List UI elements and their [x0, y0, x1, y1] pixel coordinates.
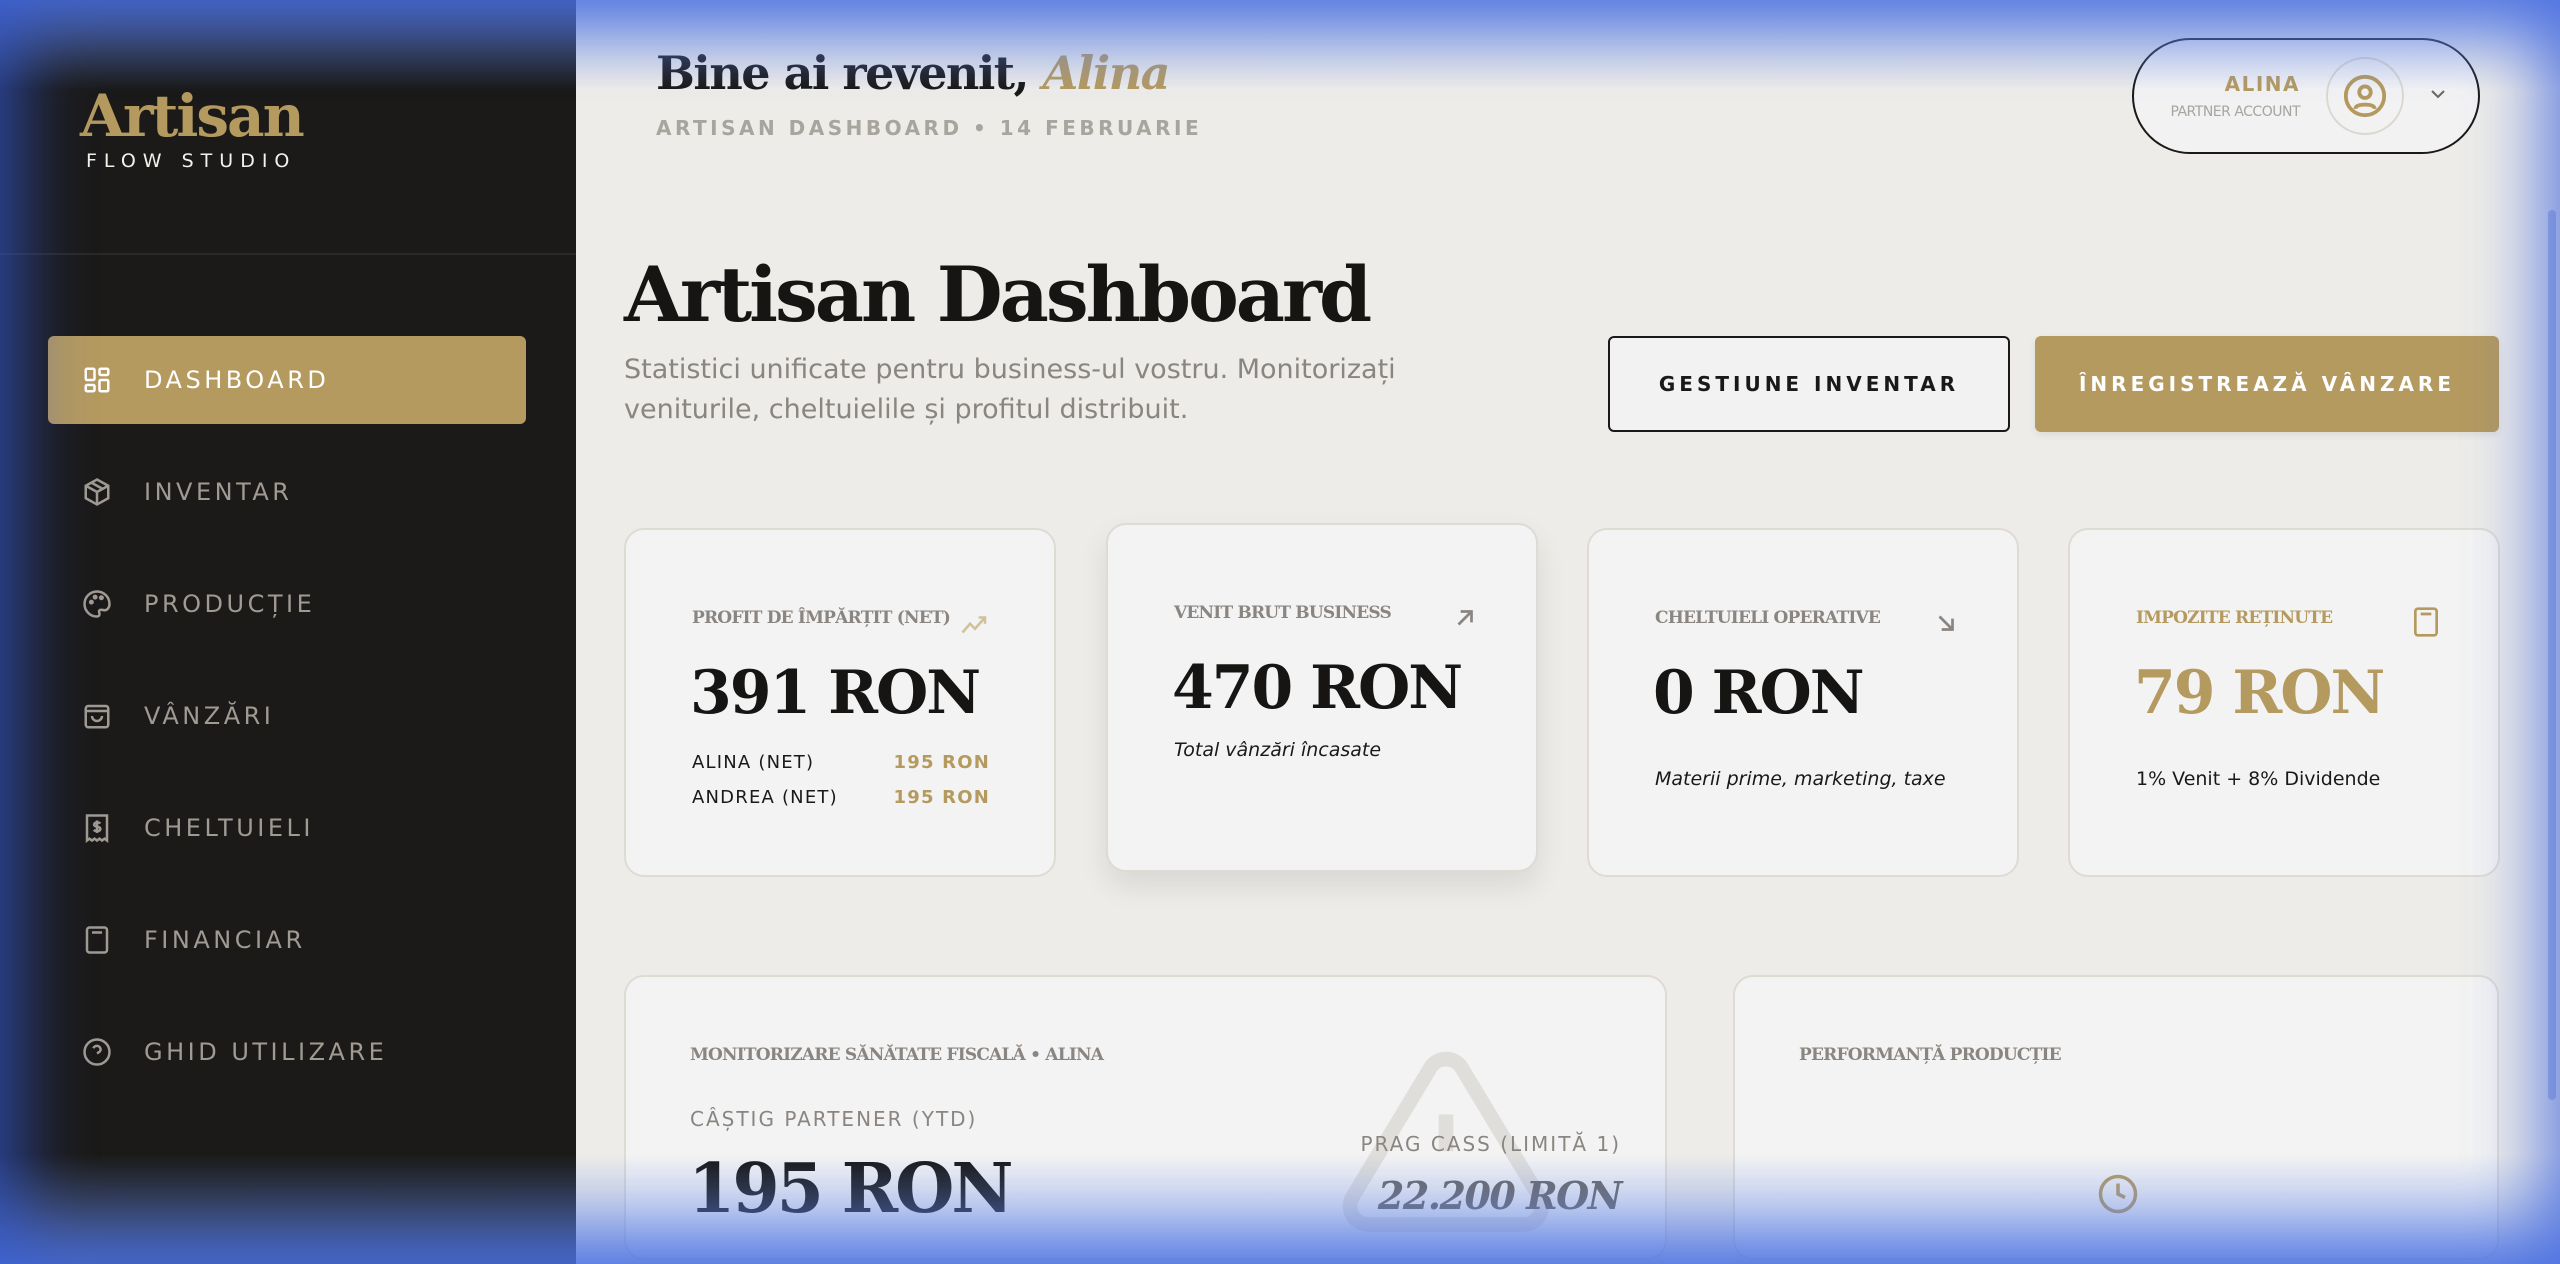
stat-value: 79 RON [2134, 658, 2385, 728]
greeting: Bine ai revenit, Alina [656, 46, 1171, 100]
main-content: Bine ai revenit, Alina ARTISAN DASHBOARD… [576, 0, 2560, 1264]
fiscal-health-card: MONITORIZARE SĂNĂTATE FISCALĂ • ALINA CÂ… [624, 975, 1667, 1260]
logo-name: Artisan [80, 82, 305, 150]
chevron-down-icon [2431, 90, 2445, 99]
sidebar-item-vanzari[interactable]: VÂNZĂRI [48, 672, 526, 760]
calculator-icon [80, 923, 114, 957]
partner-earnings-label: CÂȘTIG PARTENER (YTD) [690, 1107, 978, 1131]
sidebar-divider [0, 253, 576, 255]
stat-label: IMPOZITE REȚINUTE [2136, 608, 2333, 628]
trending-up-icon [961, 616, 987, 634]
stat-value: 391 RON [690, 658, 981, 728]
fiscal-label: MONITORIZARE SĂNĂTATE FISCALĂ • ALINA [690, 1045, 1104, 1065]
inventory-button[interactable]: GESTIUNE INVENTAR [1608, 336, 2010, 432]
sidebar-item-cheltuieli[interactable]: CHELTUIELI [48, 784, 526, 872]
stat-card-expenses: CHELTUIELI OPERATIVE 0 RON Materii prime… [1587, 528, 2019, 877]
sidebar-item-inventar[interactable]: INVENTAR [48, 448, 526, 536]
arrow-up-right-icon [1457, 610, 1473, 626]
sidebar: Artisan FLOW STUDIO DASHBOARD INVENTAR P… [0, 0, 576, 1264]
stat-note: Materii prime, marketing, taxe [1655, 768, 1946, 790]
stat-label: PROFIT DE ÎMPĂRȚIT (NET) [692, 608, 951, 628]
user-name: ALINA [2224, 72, 2300, 96]
record-sale-button[interactable]: ÎNREGISTREAZĂ VÂNZARE [2035, 336, 2499, 432]
production-label: PERFORMANȚĂ PRODUCȚIE [1799, 1045, 2062, 1065]
palette-icon [80, 587, 114, 621]
avatar [2326, 57, 2404, 135]
page-title: Artisan Dashboard [624, 250, 1372, 339]
page-description: Statistici unificate pentru business-ul … [624, 354, 1396, 425]
stat-card-taxes: IMPOZITE REȚINUTE 79 RON 1% Venit + 8% D… [2068, 528, 2500, 877]
user-menu[interactable]: ALINA PARTNER ACCOUNT [2132, 38, 2480, 154]
sidebar-item-label: PRODUCȚIE [144, 590, 316, 618]
shopping-bag-icon [80, 699, 114, 733]
sidebar-item-financiar[interactable]: FINANCIAR [48, 896, 526, 984]
partner-name: ANDREA (NET) [692, 787, 838, 808]
cass-limit-value: 22.200 RON [1377, 1173, 1623, 1218]
receipt-icon [80, 811, 114, 845]
stat-card-revenue: VENIT BRUT BUSINESS 470 RON Total vânzăr… [1106, 523, 1538, 872]
sidebar-item-dashboard[interactable]: DASHBOARD [48, 336, 526, 424]
stat-label: VENIT BRUT BUSINESS [1174, 603, 1392, 623]
sidebar-item-label: CHELTUIELI [144, 814, 314, 842]
sidebar-item-label: GHID UTILIZARE [144, 1038, 388, 1066]
stat-note: Total vânzări încasate [1174, 739, 1382, 761]
partner-row: ALINA (NET) 195 RON [692, 752, 990, 773]
stat-card-profit: PROFIT DE ÎMPĂRȚIT (NET) 391 RON ALINA (… [624, 528, 1056, 877]
logo-subtitle: FLOW STUDIO [86, 150, 297, 172]
box-icon [80, 475, 114, 509]
clock-icon [2098, 1174, 2138, 1214]
scrollbar[interactable] [2548, 210, 2556, 1100]
sidebar-item-label: VÂNZĂRI [144, 702, 275, 730]
grid-icon [80, 363, 114, 397]
arrow-down-right-icon [1938, 615, 1954, 631]
sidebar-item-label: FINANCIAR [144, 926, 306, 954]
sidebar-item-label: INVENTAR [144, 478, 293, 506]
stat-note: 1% Venit + 8% Dividende [2136, 768, 2381, 790]
logo[interactable]: Artisan FLOW STUDIO [80, 82, 305, 172]
user-circle-icon [2343, 74, 2387, 118]
user-role: PARTNER ACCOUNT [2170, 104, 2300, 120]
cass-limit-label: PRAG CASS (LIMITĂ 1) [1360, 1132, 1621, 1156]
stat-value: 470 RON [1172, 653, 1463, 723]
calculator-icon [2414, 607, 2438, 637]
stat-value: 0 RON [1653, 658, 1865, 728]
help-circle-icon [80, 1035, 114, 1069]
sidebar-item-label: DASHBOARD [144, 366, 330, 394]
partner-earnings-value: 195 RON [688, 1149, 1014, 1229]
stat-label: CHELTUIELI OPERATIVE [1655, 608, 1881, 628]
greeting-user-name: Alina [1042, 46, 1171, 100]
greeting-text: Bine ai revenit, [656, 46, 1030, 100]
production-performance-card: PERFORMANȚĂ PRODUCȚIE [1733, 975, 2499, 1260]
partner-value: 195 RON [893, 787, 990, 808]
partner-row: ANDREA (NET) 195 RON [692, 787, 990, 808]
sidebar-item-ghid-utilizare[interactable]: GHID UTILIZARE [48, 1008, 526, 1096]
partner-value: 195 RON [893, 752, 990, 773]
partner-name: ALINA (NET) [692, 752, 815, 773]
header-subtitle: ARTISAN DASHBOARD • 14 FEBRUARIE [656, 116, 1203, 140]
sidebar-item-productie[interactable]: PRODUCȚIE [48, 560, 526, 648]
